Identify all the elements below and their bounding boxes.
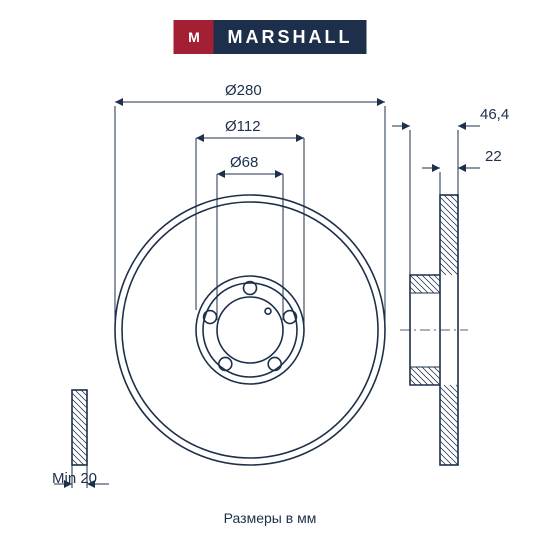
brand-icon-text: M [188,29,199,45]
dim-thick-label: 22 [485,148,502,165]
brand-logo: M MARSHALL [174,20,367,54]
dim-height-label: 46,4 [480,106,509,123]
dim-outer-label: Ø280 [225,82,262,99]
brand-name: MARSHALL [214,20,367,54]
dim-min-label: Min 20 [52,470,97,487]
technical-diagram: Ø280 Ø112 Ø68 46,4 22 Min 20 [0,70,540,500]
dim-bolt-label: Ø112 [225,118,261,135]
diagram-svg [0,70,540,500]
footer-text: Размеры в мм [0,510,540,526]
brand-icon: M [174,20,214,54]
dim-hub-label: Ø68 [230,154,258,171]
